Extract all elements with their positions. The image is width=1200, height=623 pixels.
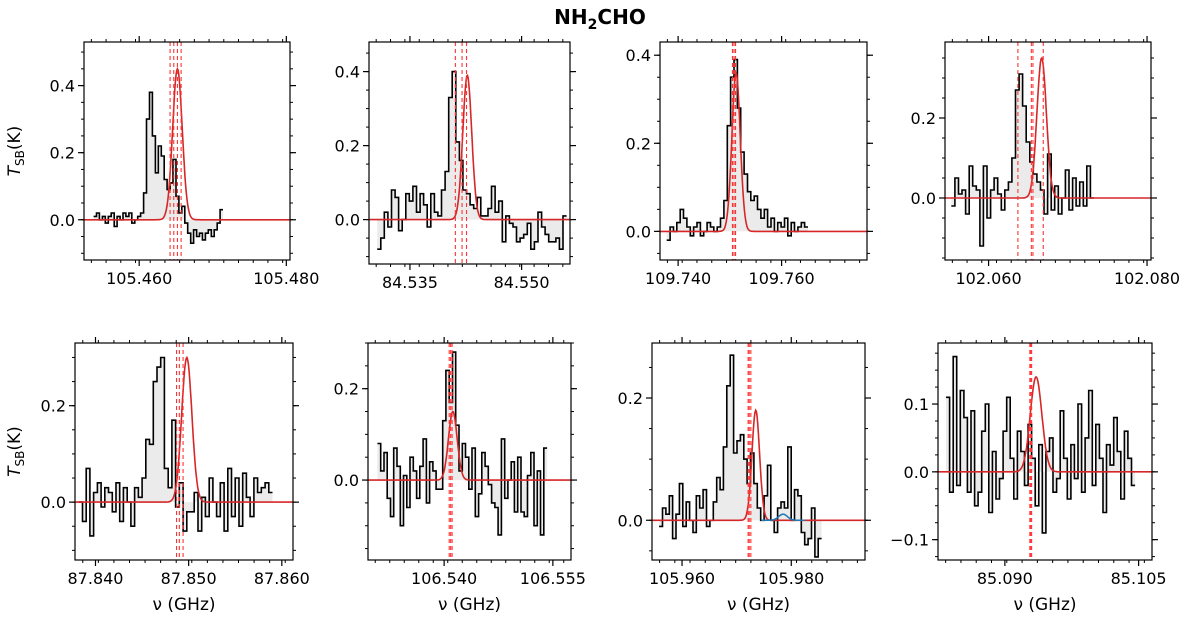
y-tick-label: 0.4: [50, 77, 75, 96]
y-tick-label: 0.2: [911, 109, 936, 128]
model-fit-line: [368, 410, 571, 481]
observed-spectrum: [93, 91, 223, 244]
plot-area: [660, 42, 867, 260]
observed-fill: [666, 59, 808, 241]
model-fit-line: [938, 376, 1152, 473]
observed-spectrum: [946, 355, 1136, 534]
y-tick-label: 0.2: [50, 144, 75, 163]
y-tick-label: 0.1: [904, 395, 929, 414]
y-tick-label: 0.0: [41, 493, 66, 512]
axes-frame: [367, 342, 572, 561]
y-tick-label: 0.4: [335, 63, 360, 82]
model-fit-line: [369, 74, 570, 221]
x-axis-label: ν (GHz): [727, 595, 790, 615]
axes-frame: [83, 41, 291, 261]
spectrum-panel-4: 102.060 102.080 0.0 0.2: [911, 36, 1180, 288]
plot-area: [945, 42, 1151, 260]
plot-area: [84, 42, 290, 260]
y-axis-label-sub: SB: [13, 451, 27, 467]
x-tick-label: 109.760: [749, 269, 815, 288]
x-tick-label: 106.540: [411, 569, 477, 588]
x-axis-label: ν (GHz): [1013, 595, 1076, 615]
x-tick-label: 87.860: [254, 569, 310, 588]
x-tick-label: 102.080: [1114, 269, 1180, 288]
blend-model-line: [761, 513, 805, 522]
y-tick-label: −0.1: [890, 531, 929, 550]
y-tick-label: 0.2: [335, 137, 360, 156]
y-tick-label: 0.2: [626, 134, 651, 153]
model-fit-line: [945, 56, 1151, 199]
y-axis-label-unit: (K): [5, 126, 25, 150]
spectrum-panel-8: 85.090 85.105 −0.1 0.0 0.1 ν (GHz): [890, 337, 1167, 615]
plot-area: [938, 343, 1152, 560]
x-tick-label: 105.480: [253, 269, 319, 288]
observed-spectrum: [377, 70, 567, 250]
y-axis-label-symbol: T: [5, 465, 25, 477]
model-fit-line: [660, 70, 867, 233]
observed-fill: [659, 355, 822, 557]
x-tick-label: 105.980: [758, 569, 824, 588]
observed-spectrum: [78, 356, 273, 537]
x-tick-label: 109.740: [645, 269, 711, 288]
plot-area: [75, 343, 293, 560]
observed-spectrum: [377, 351, 548, 536]
y-axis-label: TSB(K): [5, 426, 27, 477]
spectrum-panel-6: 106.540 106.555 0.0 0.2 ν (GHz): [334, 337, 586, 615]
y-tick-label: 0.0: [904, 463, 929, 482]
x-tick-label: 102.060: [955, 269, 1021, 288]
spectrum-panel-1: 105.460 105.480 0.0 0.2 0.4 TSB(K): [5, 36, 319, 288]
axes-frame: [937, 342, 1153, 561]
plot-area: [369, 42, 570, 264]
x-axis-label: ν (GHz): [438, 595, 501, 615]
y-tick-label: 0.4: [626, 46, 651, 65]
y-tick-label: 0.0: [335, 211, 360, 230]
x-tick-label: 84.535: [382, 273, 438, 292]
figure-title: NH2CHO: [554, 5, 646, 33]
y-tick-label: 0.0: [911, 189, 936, 208]
y-tick-label: 0.2: [334, 380, 359, 399]
spectrum-panel-7: 105.960 105.980 0.0 0.2 ν (GHz): [618, 337, 871, 615]
axes-frame: [944, 41, 1152, 261]
model-fit-line: [652, 408, 865, 522]
plot-area: [368, 343, 571, 560]
plot-area: [652, 343, 865, 560]
x-tick-label: 85.105: [1111, 569, 1167, 588]
model-fit-line: [84, 66, 290, 221]
axes-frame: [74, 342, 294, 561]
x-tick-label: 105.960: [649, 569, 715, 588]
y-tick-label: 0.0: [50, 211, 75, 230]
y-tick-label: 0.2: [618, 389, 643, 408]
spectrum-panel-5: 87.840 87.850 87.860 0.0 0.2 ν (GHz) TSB(K): [5, 337, 310, 615]
axes-frame: [659, 41, 868, 261]
y-tick-label: 0.0: [334, 471, 359, 490]
y-axis-label-symbol: T: [5, 164, 25, 176]
x-tick-label: 87.840: [68, 569, 124, 588]
x-axis-label: ν (GHz): [152, 595, 215, 615]
axes-frame: [651, 342, 866, 561]
observed-spectrum: [951, 73, 1094, 247]
y-axis-label-unit: (K): [5, 426, 25, 450]
y-tick-label: 0.2: [41, 397, 66, 416]
y-tick-label: 0.0: [618, 511, 643, 530]
spectrum-panel-2: 84.535 84.550 0.0 0.2 0.4: [335, 36, 576, 292]
x-tick-label: 106.555: [520, 569, 586, 588]
axes-frame: [368, 41, 571, 265]
x-tick-label: 87.850: [161, 569, 217, 588]
model-fit-line: [75, 355, 293, 503]
observed-spectrum: [659, 354, 822, 558]
observed-fill: [93, 92, 223, 244]
y-axis-label: TSB(K): [5, 126, 27, 177]
x-tick-label: 105.460: [106, 269, 172, 288]
y-tick-label: 0.0: [626, 222, 651, 241]
y-axis-label-sub: SB: [13, 150, 27, 166]
x-tick-label: 85.090: [977, 569, 1033, 588]
x-tick-label: 84.550: [494, 273, 550, 292]
spectrum-panel-3: 109.740 109.760 0.0 0.2 0.4: [626, 36, 873, 288]
